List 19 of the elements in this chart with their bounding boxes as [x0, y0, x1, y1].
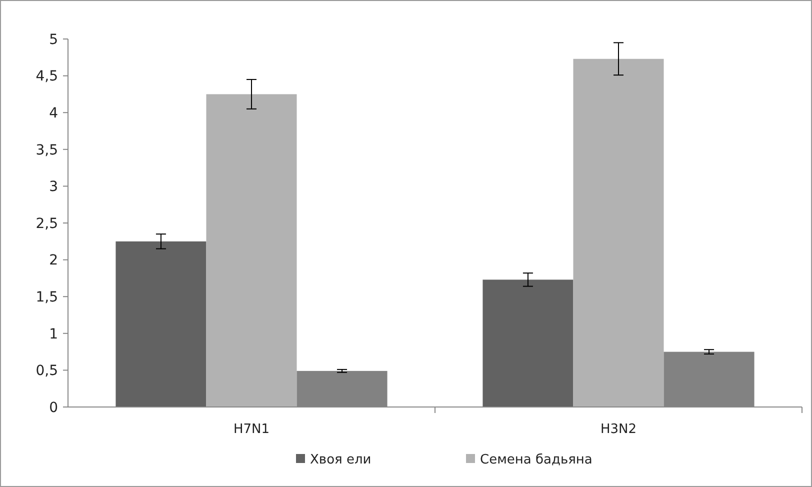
bar: [116, 241, 206, 407]
y-tick-label: 5: [49, 32, 58, 48]
y-tick-label: 1,5: [36, 290, 58, 306]
x-tick-label: H3N2: [600, 422, 637, 437]
bar: [573, 58, 664, 407]
bar: [206, 94, 297, 407]
x-tick-label: H7N1: [233, 422, 270, 437]
y-tick-label: 4: [49, 106, 58, 122]
y-tick-label: 3: [49, 179, 58, 196]
y-tick-label: 2,5: [36, 216, 58, 232]
y-tick-label: 4,5: [36, 68, 58, 85]
y-tick-label: 2: [49, 252, 58, 269]
y-tick-label: 0: [49, 400, 58, 416]
bar: [482, 280, 574, 407]
legend-label: Хвоя ели: [310, 452, 372, 468]
legend-label: Семена бадьяна: [480, 452, 592, 468]
y-tick-label: 3,5: [36, 142, 58, 158]
y-tick-label: 0,5: [36, 363, 58, 380]
y-tick-label: 1: [49, 326, 58, 342]
